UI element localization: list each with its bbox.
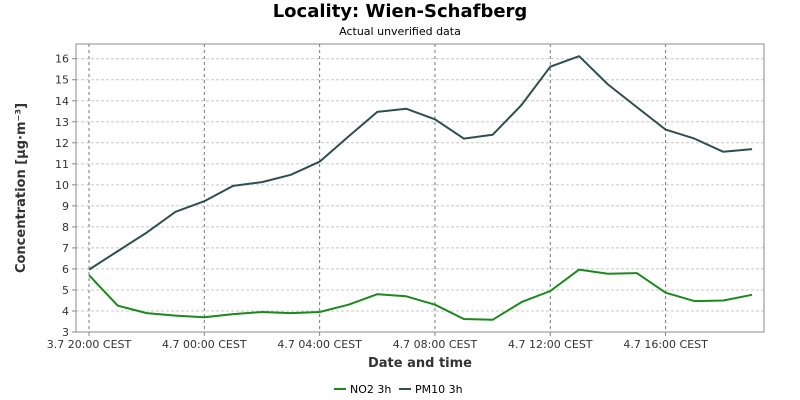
y-tick-label: 12: [55, 137, 69, 150]
chart-subtitle: Actual unverified data: [339, 25, 461, 38]
x-tick-label: 4.7 08:00 CEST: [393, 338, 478, 351]
x-tick-label: 4.7 04:00 CEST: [277, 338, 362, 351]
x-tick-label: 4.7 12:00 CEST: [508, 338, 593, 351]
y-tick-label: 4: [62, 305, 69, 318]
legend-label: NO2 3h: [350, 383, 391, 396]
x-axis-title: Date and time: [368, 356, 472, 371]
x-tick-label: 4.7 00:00 CEST: [162, 338, 247, 351]
series-line-no2: [88, 268, 753, 321]
y-tick-label: 7: [62, 242, 69, 255]
x-tick-label: 4.7 16:00 CEST: [623, 338, 708, 351]
chart-title: Locality: Wien-Schafberg: [272, 1, 528, 22]
y-axis-ticks: 3 4 5 6 7 8 9 10 11 12 13 14 15 16: [55, 53, 76, 339]
legend: NO2 3h PM10 3h: [334, 383, 463, 396]
y-tick-label: 8: [62, 221, 69, 234]
legend-label: PM10 3h: [415, 383, 463, 396]
y-tick-label: 5: [62, 284, 69, 297]
y-tick-label: 9: [62, 200, 69, 213]
y-tick-label: 13: [55, 116, 69, 129]
y-tick-label: 10: [55, 179, 69, 192]
y-tick-label: 11: [55, 158, 69, 171]
y-tick-label: 14: [55, 95, 69, 108]
series-lines: [88, 55, 753, 321]
y-tick-label: 15: [55, 74, 69, 87]
x-tick-label: 3.7 20:00 CEST: [47, 338, 132, 351]
y-tick-label: 16: [55, 53, 69, 66]
y-tick-label: 6: [62, 263, 69, 276]
series-line-pm10: [88, 55, 753, 271]
y-axis-title: Concentration [µg·m⁻³]: [14, 103, 29, 273]
y-tick-label: 3: [62, 326, 69, 339]
plot-frame: [75, 43, 765, 333]
x-axis-ticks: 3.7 20:00 CEST 4.7 00:00 CEST 4.7 04:00 CE…: [47, 332, 708, 351]
grid-lines: [76, 44, 764, 333]
